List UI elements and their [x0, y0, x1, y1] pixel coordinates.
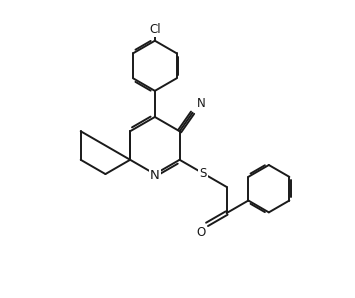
Text: N: N: [197, 97, 206, 110]
Text: O: O: [196, 226, 205, 239]
Text: Cl: Cl: [149, 23, 161, 35]
Text: N: N: [150, 169, 160, 182]
Text: S: S: [200, 167, 207, 180]
